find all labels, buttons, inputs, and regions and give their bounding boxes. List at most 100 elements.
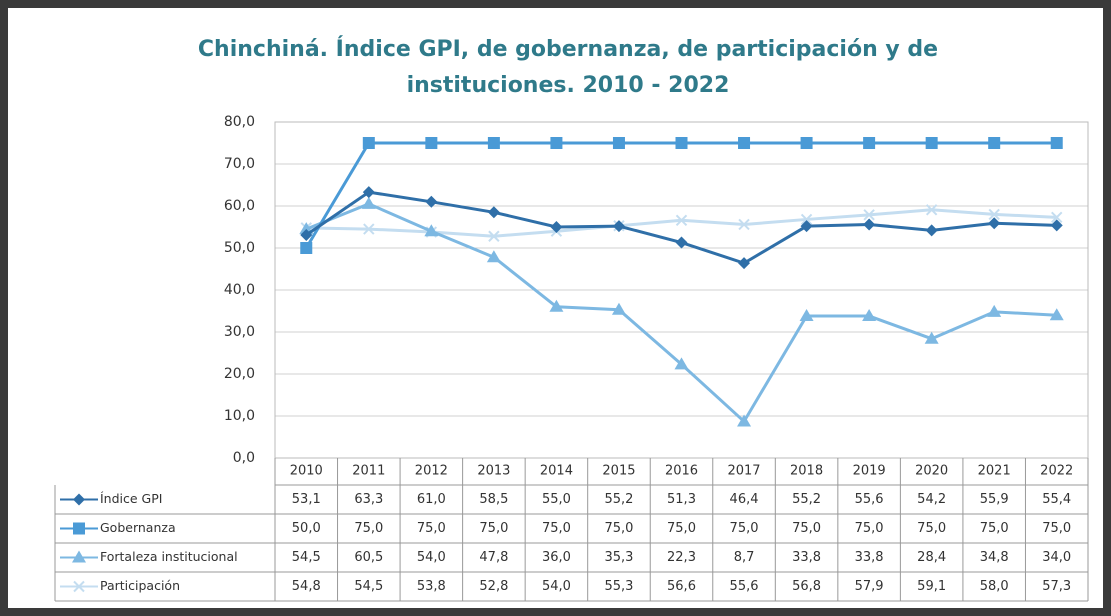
legend-marker [72,550,86,563]
point [925,137,938,149]
value-label: 51,3 [667,492,696,507]
plot-border [274,121,1089,459]
value-label: 56,8 [792,579,821,594]
value-label: 75,0 [354,521,383,536]
value-label: 34,0 [1042,550,1071,565]
value-label: 54,2 [917,492,946,507]
value-label: 8,7 [734,550,755,565]
x-tick-label: 2010 [290,464,323,479]
x-tick-label: 2018 [790,464,823,479]
point [549,299,564,312]
value-label: 52,8 [479,579,508,594]
point [1051,211,1063,224]
point [675,137,688,149]
value-label: 75,0 [417,521,446,536]
value-label: 75,0 [604,521,633,536]
legend-marker [73,522,85,535]
point [738,137,751,149]
y-tick-label: 50,0 [224,240,255,256]
value-label: 54,5 [354,579,383,594]
x-tick-label: 2021 [978,464,1011,479]
y-tick-label: 80,0 [224,114,255,130]
value-label: 55,9 [980,492,1009,507]
value-label: 47,8 [479,550,508,565]
y-tick-label: 0,0 [233,450,255,466]
value-label: 28,4 [917,550,946,565]
value-label: 33,8 [792,550,821,565]
point [550,221,563,233]
point [924,331,939,344]
point [675,214,688,226]
legend-marker [73,580,85,593]
value-label: 58,5 [479,492,508,507]
point [300,242,313,254]
point [800,213,813,226]
point [800,137,813,149]
point [988,208,1000,221]
point [363,223,375,235]
value-label: 53,1 [292,492,321,507]
point [862,309,877,322]
value-label: 55,2 [792,492,821,507]
value-label: 75,0 [667,521,696,536]
value-label: 55,0 [542,492,571,507]
point [1049,308,1064,321]
point [425,195,438,208]
title-line: Chinchiná. Índice GPI, de gobernanza, de… [198,36,938,62]
value-label: 75,0 [542,521,571,536]
point [863,218,876,231]
legend-label: Fortaleza institucional [100,549,238,564]
value-label: 50,0 [292,521,321,536]
value-label: 34,8 [980,550,1009,565]
legend-label: Índice GPI [100,491,162,506]
value-label: 61,0 [417,492,446,507]
value-label: 53,8 [417,579,446,594]
value-label: 55,6 [855,492,884,507]
point [550,137,563,149]
point [863,209,875,221]
value-label: 33,8 [855,550,884,565]
x-tick-label: 2022 [1040,464,1073,479]
x-tick-label: 2017 [727,464,760,479]
chart-title: Chinchiná. Índice GPI, de gobernanza, de… [198,36,938,98]
point [988,137,1001,149]
value-label: 55,3 [604,579,633,594]
x-tick-label: 2014 [540,464,573,479]
point [612,137,625,149]
point [487,137,500,149]
point [362,137,375,149]
point [863,137,876,149]
x-tick-label: 2020 [915,464,948,479]
y-tick-label: 10,0 [224,408,255,424]
x-tick-label: 2012 [415,464,448,479]
value-label: 75,0 [1042,521,1071,536]
point [487,206,500,219]
value-label: 75,0 [792,521,821,536]
point [300,228,313,241]
y-tick-label: 30,0 [224,324,255,340]
value-label: 57,3 [1042,579,1071,594]
point [424,224,439,237]
point [675,236,688,249]
legend-label: Participación [100,578,180,593]
value-label: 55,4 [1042,492,1071,507]
y-tick-label: 40,0 [224,282,255,298]
value-label: 35,3 [604,550,633,565]
point [425,137,438,149]
point [1050,219,1063,232]
y-tick-label: 70,0 [224,156,255,172]
value-label: 55,2 [604,492,633,507]
value-label: 63,3 [354,492,383,507]
title-line: instituciones. 2010 - 2022 [407,73,730,98]
y-tick-label: 20,0 [224,366,255,382]
point [925,204,938,216]
value-label: 22,3 [667,550,696,565]
value-label: 56,6 [667,579,696,594]
y-tick-label: 60,0 [224,198,255,214]
value-label: 58,0 [980,579,1009,594]
value-label: 60,5 [354,550,383,565]
value-label: 46,4 [730,492,759,507]
point [674,357,689,370]
point [361,196,376,209]
point [738,218,750,231]
